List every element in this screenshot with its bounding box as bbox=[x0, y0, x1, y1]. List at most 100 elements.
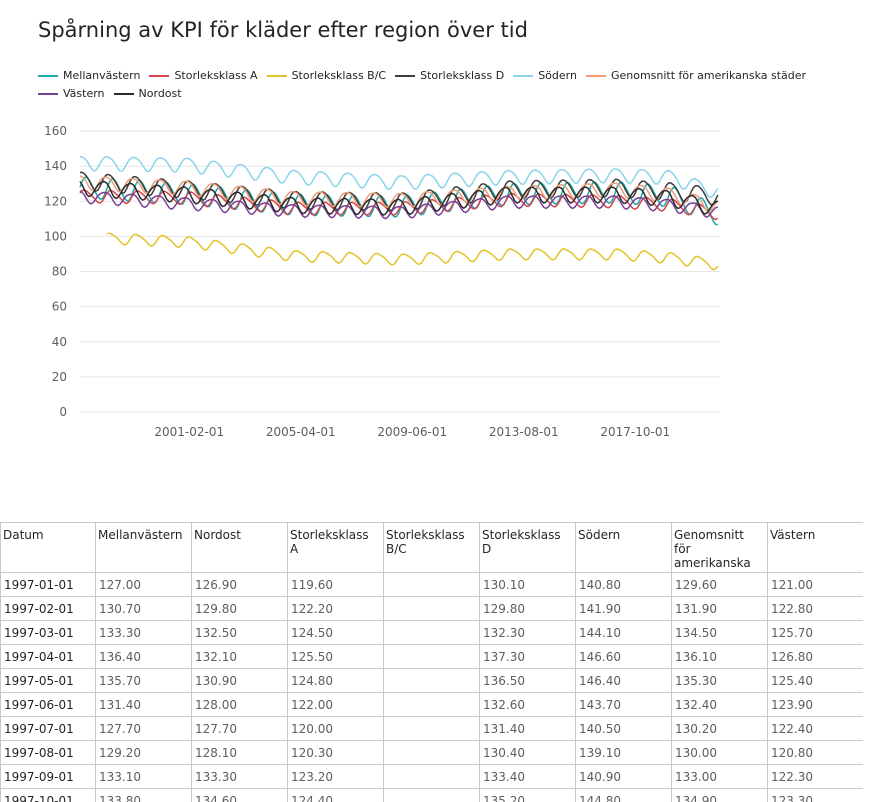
table-cell: 131.40 bbox=[95, 692, 192, 717]
table-header-cell[interactable]: Mellanvästern bbox=[95, 522, 192, 573]
table-cell: 127.70 bbox=[191, 716, 288, 741]
table-cell: 134.90 bbox=[671, 788, 768, 802]
legend-label: Storleksklass B/C bbox=[291, 69, 387, 82]
table-header-cell[interactable]: Storleksklass B/C bbox=[383, 522, 480, 573]
table-cell: 124.40 bbox=[287, 788, 384, 802]
x-tick-label: 2013-08-01 bbox=[489, 425, 559, 439]
table-cell: 120.80 bbox=[767, 740, 863, 765]
table-cell bbox=[383, 740, 480, 765]
table-row: 1997-10-01 133.80 134.60 124.40 135.20 144.80… bbox=[0, 788, 863, 802]
table-cell: 133.40 bbox=[479, 764, 576, 789]
legend-item[interactable]: Storleksklass D bbox=[395, 68, 504, 84]
legend-item[interactable]: Mellanvästern bbox=[38, 68, 140, 84]
table-header-cell[interactable]: Datum bbox=[0, 522, 96, 573]
legend-item[interactable]: Storleksklass B/C bbox=[266, 68, 387, 84]
table-cell: 128.00 bbox=[191, 692, 288, 717]
table-cell bbox=[383, 692, 480, 717]
table-cell: 136.50 bbox=[479, 668, 576, 693]
table-header-cell[interactable]: Storleksklass A bbox=[287, 522, 384, 573]
table-cell: 1997-07-01 bbox=[0, 716, 96, 741]
y-tick-label: 100 bbox=[44, 229, 67, 243]
line-chart: 0 20 40 60 80 100 120 140 160 2001-02-01 2005-04-0… bbox=[44, 124, 720, 439]
table-header-cell[interactable]: Västern bbox=[767, 522, 863, 573]
table-cell bbox=[383, 572, 480, 597]
legend-label: Södern bbox=[538, 69, 577, 82]
table-cell: 143.70 bbox=[575, 692, 672, 717]
y-tick-label: 40 bbox=[52, 335, 67, 349]
table-cell: 135.70 bbox=[95, 668, 192, 693]
y-tick-label: 140 bbox=[44, 159, 67, 173]
legend-label: Storleksklass D bbox=[420, 69, 505, 82]
table-cell: 125.70 bbox=[767, 620, 863, 645]
table-cell: 129.20 bbox=[95, 740, 192, 765]
table-header-cell[interactable]: Nordost bbox=[191, 522, 288, 573]
table-cell: 146.40 bbox=[575, 668, 672, 693]
table-row: 1997-09-01 133.10 133.30 123.20 133.40 140.90… bbox=[0, 764, 863, 789]
table-cell: 128.10 bbox=[191, 740, 288, 765]
table-cell: 123.20 bbox=[287, 764, 384, 789]
legend-item[interactable]: Nordost bbox=[113, 86, 182, 102]
legend-item[interactable]: Genomsnitt för amerikanska städer bbox=[585, 68, 807, 84]
x-tick-label: 2017-10-01 bbox=[600, 425, 670, 439]
legend-item[interactable]: Västern bbox=[38, 86, 105, 102]
table-cell: 133.00 bbox=[671, 764, 768, 789]
data-table: Datum Mellanvästern Nordost Storleksklass A… bbox=[0, 522, 863, 802]
legend-label: Genomsnitt för amerikanska städer bbox=[610, 69, 807, 82]
legend-swatch bbox=[38, 93, 58, 95]
table-cell: 123.90 bbox=[767, 692, 863, 717]
y-tick-label: 120 bbox=[44, 194, 67, 208]
table-cell: 135.20 bbox=[479, 788, 576, 802]
legend-item[interactable]: Storleksklass A bbox=[149, 68, 258, 84]
table-row: 1997-05-01 135.70 130.90 124.80 136.50 146.40… bbox=[0, 668, 863, 693]
table-cell: 144.80 bbox=[575, 788, 672, 802]
table-cell bbox=[383, 716, 480, 741]
series-line bbox=[79, 180, 719, 216]
table-cell: 1997-06-01 bbox=[0, 692, 96, 717]
table-cell: 133.80 bbox=[95, 788, 192, 802]
table-cell: 129.80 bbox=[479, 596, 576, 621]
chart-legend: Mellanvästern Storleksklass A Storleksklas… bbox=[38, 66, 868, 102]
legend-swatch bbox=[149, 75, 170, 77]
table-cell: 141.90 bbox=[575, 596, 672, 621]
table-cell: 1997-10-01 bbox=[0, 788, 96, 802]
y-tick-label: 20 bbox=[52, 370, 67, 384]
table-cell: 132.30 bbox=[479, 620, 576, 645]
table-cell: 119.60 bbox=[287, 572, 384, 597]
table-row: 1997-02-01 130.70 129.80 122.20 129.80 141.90… bbox=[0, 596, 863, 621]
table-cell: 137.30 bbox=[479, 644, 576, 669]
table-cell: 133.30 bbox=[191, 764, 288, 789]
chart-title: Spårning av KPI för kläder efter region … bbox=[38, 18, 528, 42]
legend-swatch bbox=[266, 75, 287, 77]
table-cell: 120.00 bbox=[287, 716, 384, 741]
series-line bbox=[79, 175, 719, 213]
table-cell: 135.30 bbox=[671, 668, 768, 693]
table-cell: 140.50 bbox=[575, 716, 672, 741]
legend-swatch bbox=[113, 93, 134, 95]
table-cell bbox=[383, 668, 480, 693]
x-tick-label: 2001-02-01 bbox=[154, 425, 224, 439]
legend-label: Mellanvästern bbox=[63, 69, 141, 82]
table-row: 1997-06-01 131.40 128.00 122.00 132.60 143.70… bbox=[0, 692, 863, 717]
table-cell bbox=[383, 764, 480, 789]
table-cell: 126.80 bbox=[767, 644, 863, 669]
y-tick-label: 80 bbox=[52, 265, 67, 279]
table-cell: 124.50 bbox=[287, 620, 384, 645]
table-header-cell[interactable]: Storleksklass D bbox=[479, 522, 576, 573]
table-header-cell[interactable]: Södern bbox=[575, 522, 672, 573]
table-cell: 122.00 bbox=[287, 692, 384, 717]
table-cell: 146.60 bbox=[575, 644, 672, 669]
table-cell: 122.80 bbox=[767, 596, 863, 621]
legend-item[interactable]: Södern bbox=[513, 68, 577, 84]
table-cell: 131.90 bbox=[671, 596, 768, 621]
table-cell: 1997-05-01 bbox=[0, 668, 96, 693]
table-row: 1997-07-01 127.70 127.70 120.00 131.40 140.50… bbox=[0, 716, 863, 741]
data-table-container[interactable]: Datum Mellanvästern Nordost Storleksklass A… bbox=[0, 522, 863, 802]
table-cell: 122.20 bbox=[287, 596, 384, 621]
table-cell bbox=[383, 620, 480, 645]
table-cell: 144.10 bbox=[575, 620, 672, 645]
table-header-row: Datum Mellanvästern Nordost Storleksklass A… bbox=[0, 522, 863, 573]
table-cell: 1997-08-01 bbox=[0, 740, 96, 765]
table-header-cell[interactable]: Genomsnitt för amerikanska bbox=[671, 522, 768, 573]
table-cell: 127.70 bbox=[95, 716, 192, 741]
y-tick-label: 60 bbox=[52, 300, 67, 314]
